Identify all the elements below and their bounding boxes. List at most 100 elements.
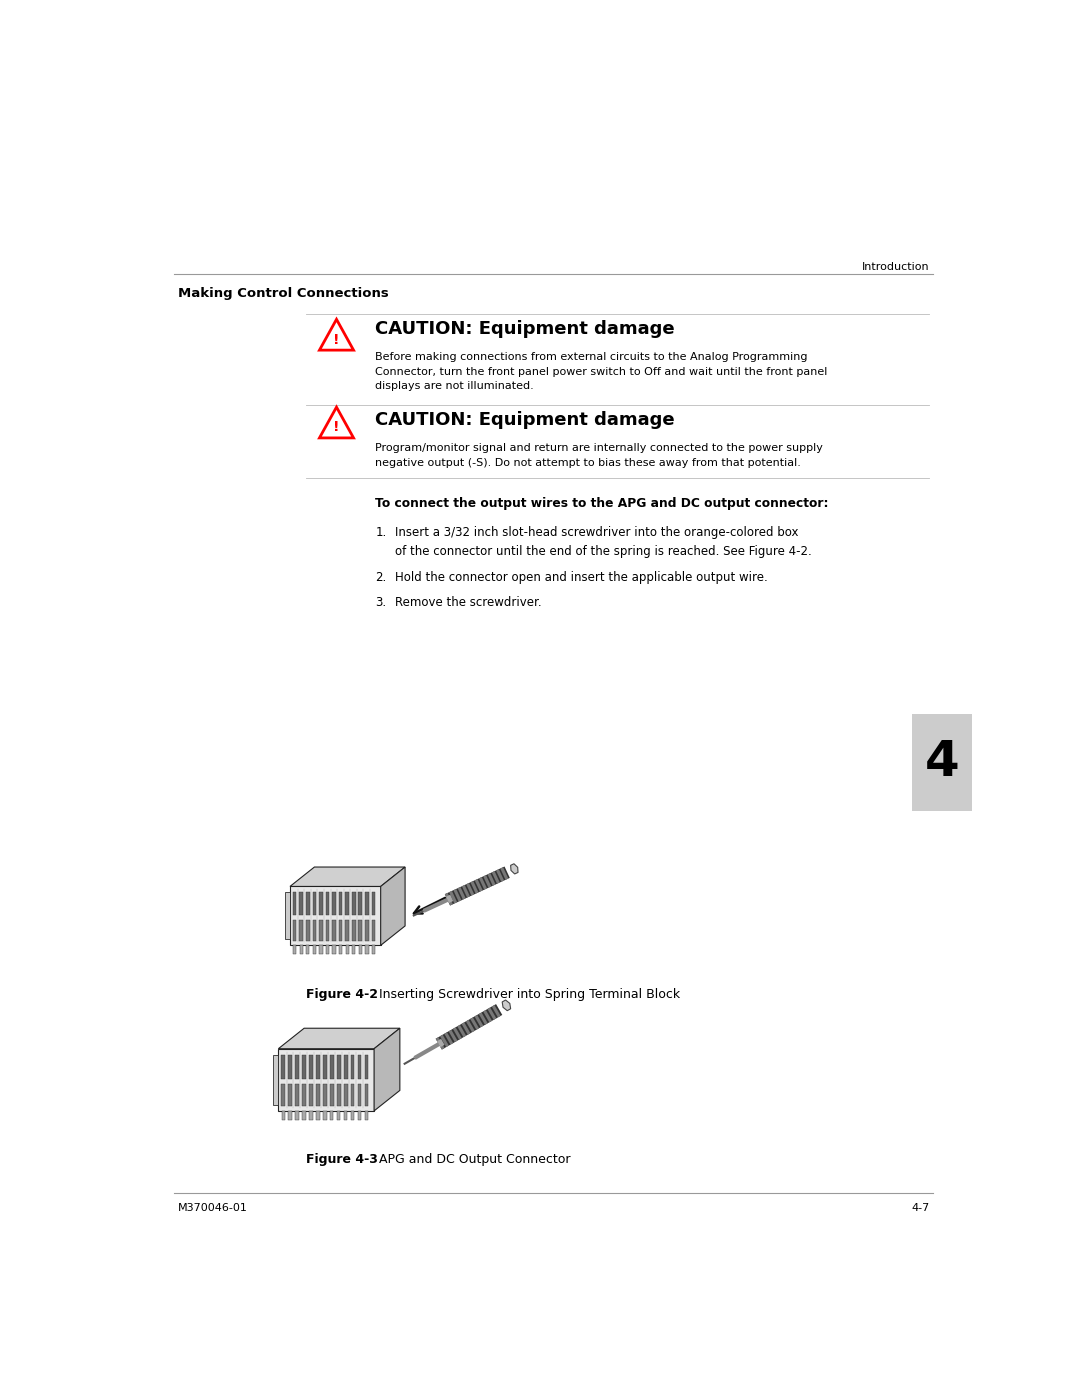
Bar: [329, 1084, 334, 1106]
Bar: [912, 714, 972, 810]
Text: Hold the connector open and insert the applicable output wire.: Hold the connector open and insert the a…: [394, 571, 768, 584]
Bar: [291, 887, 380, 946]
Text: Program/monitor signal and return are internally connected to the power supply
n: Program/monitor signal and return are in…: [375, 443, 823, 468]
Bar: [372, 893, 375, 915]
Text: !: !: [334, 420, 340, 434]
Text: 4-7: 4-7: [912, 1203, 930, 1213]
Text: APG and DC Output Connector: APG and DC Output Connector: [372, 1154, 571, 1166]
Bar: [326, 921, 329, 940]
Text: Insert a 3/32 inch slot-head screwdriver into the orange-colored box
of the conn: Insert a 3/32 inch slot-head screwdriver…: [394, 527, 811, 557]
Bar: [299, 921, 303, 940]
Bar: [365, 893, 368, 915]
Bar: [365, 1084, 368, 1106]
Text: Figure 4-3: Figure 4-3: [306, 1154, 377, 1166]
Text: !: !: [334, 332, 340, 346]
Bar: [339, 921, 342, 940]
Bar: [302, 1055, 306, 1078]
Bar: [359, 893, 362, 915]
Bar: [357, 1055, 362, 1078]
Bar: [352, 893, 355, 915]
Bar: [309, 1055, 313, 1078]
Bar: [302, 1084, 306, 1106]
Text: Inserting Screwdriver into Spring Terminal Block: Inserting Screwdriver into Spring Termin…: [372, 988, 680, 1000]
Bar: [365, 1111, 368, 1119]
Bar: [293, 946, 296, 954]
Bar: [333, 893, 336, 915]
Bar: [293, 921, 296, 940]
Bar: [282, 1111, 285, 1119]
Bar: [339, 946, 342, 954]
Text: 1.: 1.: [375, 527, 387, 539]
Text: Making Control Connections: Making Control Connections: [177, 286, 389, 300]
Bar: [273, 1055, 279, 1105]
Bar: [281, 1084, 285, 1106]
Polygon shape: [502, 1000, 511, 1010]
Text: CAUTION: Equipment damage: CAUTION: Equipment damage: [375, 411, 675, 429]
Bar: [333, 946, 336, 954]
Polygon shape: [511, 863, 518, 875]
Polygon shape: [279, 1028, 400, 1049]
Bar: [357, 1084, 362, 1106]
Bar: [288, 1084, 292, 1106]
Text: 2.: 2.: [375, 571, 387, 584]
Bar: [295, 1084, 299, 1106]
Polygon shape: [380, 868, 405, 946]
Bar: [316, 1055, 320, 1078]
Text: 4: 4: [924, 739, 959, 787]
Bar: [312, 893, 316, 915]
Bar: [346, 893, 349, 915]
Bar: [319, 893, 323, 915]
Text: Before making connections from external circuits to the Analog Programming
Conne: Before making connections from external …: [375, 352, 827, 391]
Bar: [351, 1111, 354, 1119]
Bar: [309, 1084, 313, 1106]
Bar: [357, 1111, 361, 1119]
Bar: [306, 946, 309, 954]
Bar: [343, 1055, 348, 1078]
Bar: [365, 921, 368, 940]
Bar: [326, 946, 329, 954]
Bar: [346, 921, 349, 940]
Bar: [299, 893, 303, 915]
Bar: [359, 946, 362, 954]
Text: M370046-01: M370046-01: [177, 1203, 247, 1213]
Bar: [312, 921, 316, 940]
Text: Figure 4-2: Figure 4-2: [306, 988, 378, 1000]
Text: CAUTION: Equipment damage: CAUTION: Equipment damage: [375, 320, 675, 338]
Bar: [339, 893, 342, 915]
Polygon shape: [320, 320, 353, 351]
Bar: [316, 1111, 320, 1119]
Bar: [306, 893, 310, 915]
Bar: [351, 1084, 354, 1106]
Bar: [346, 946, 349, 954]
Bar: [329, 1055, 334, 1078]
Bar: [323, 1055, 327, 1078]
Bar: [279, 1049, 374, 1111]
Text: Introduction: Introduction: [862, 261, 930, 271]
Bar: [285, 893, 291, 939]
Bar: [343, 1084, 348, 1106]
Bar: [326, 893, 329, 915]
Bar: [302, 1111, 306, 1119]
Bar: [319, 921, 323, 940]
Bar: [288, 1055, 292, 1078]
Bar: [372, 946, 375, 954]
Polygon shape: [291, 868, 405, 887]
Bar: [337, 1084, 340, 1106]
Bar: [320, 946, 323, 954]
Bar: [295, 1055, 299, 1078]
Bar: [306, 921, 310, 940]
Bar: [365, 1055, 368, 1078]
Text: To connect the output wires to the APG and DC output connector:: To connect the output wires to the APG a…: [375, 497, 828, 510]
Bar: [365, 946, 368, 954]
Bar: [372, 921, 375, 940]
Polygon shape: [320, 407, 353, 437]
Bar: [343, 1111, 348, 1119]
Bar: [330, 1111, 334, 1119]
Bar: [359, 921, 362, 940]
Bar: [337, 1055, 340, 1078]
Bar: [316, 1084, 320, 1106]
Bar: [296, 1111, 299, 1119]
Bar: [352, 921, 355, 940]
Bar: [333, 921, 336, 940]
Text: Remove the screwdriver.: Remove the screwdriver.: [394, 595, 541, 609]
